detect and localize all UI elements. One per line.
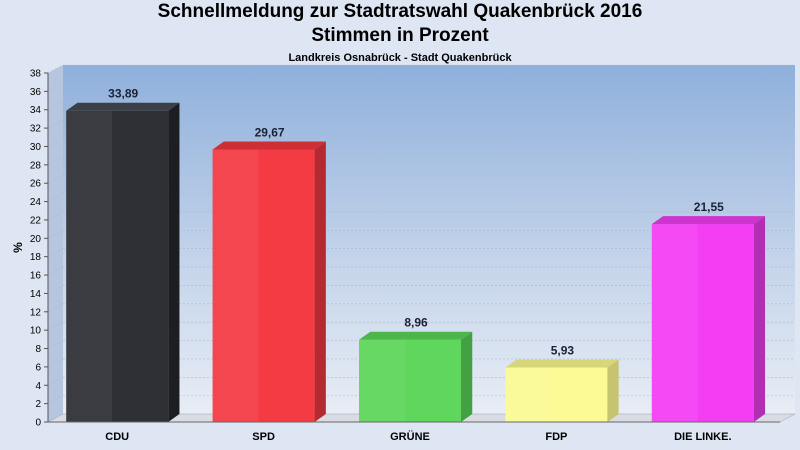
bar-front [359, 339, 461, 422]
bar-front [651, 224, 754, 422]
bar-spd [212, 141, 326, 423]
gridline-side [47, 83, 64, 92]
y-tick-label: 14 [30, 289, 42, 300]
y-tick-label: 20 [30, 234, 42, 245]
y-tick-label: 30 [30, 142, 42, 153]
gridline-side [47, 321, 64, 331]
gridline-side [47, 230, 64, 239]
data-label: 5,93 [551, 344, 575, 358]
y-tick-label: 0 [35, 418, 41, 429]
bar-top [66, 102, 180, 111]
bar-front [212, 149, 315, 423]
bar-grüne [359, 331, 473, 422]
y-tick-label: 32 [30, 124, 42, 135]
bar-highlight [505, 367, 552, 422]
data-label: 33,89 [108, 87, 138, 101]
bar-cdu [66, 102, 180, 423]
y-tick-label: 18 [30, 252, 42, 263]
gridline-side [47, 358, 64, 368]
chart-subtitle: Landkreis Osnabrück - Stadt Quakenbrück [288, 52, 512, 64]
bar-top [651, 216, 766, 225]
gridline-side [47, 138, 64, 147]
chart-title-line2: Stimmen in Prozent [311, 25, 489, 46]
gridline-side [47, 156, 64, 166]
bar-side [168, 102, 180, 423]
y-tick-label: 34 [30, 105, 42, 116]
bar-front [66, 110, 169, 423]
y-tick-label: 10 [30, 326, 42, 337]
gridline-side [47, 101, 64, 111]
y-tick-label: 38 [30, 69, 42, 80]
gridline-side [47, 119, 64, 129]
y-tick-label: 6 [35, 362, 41, 373]
gridline-side [47, 340, 64, 349]
gridline-side [47, 285, 64, 294]
data-label: 21,55 [694, 200, 724, 214]
gridlines [47, 64, 795, 404]
bar-side [461, 331, 473, 422]
x-tick-label: CDU [105, 431, 129, 443]
x-tick-label: GRÜNE [390, 430, 430, 443]
bar-highlight [651, 224, 698, 422]
bar-side [607, 359, 619, 422]
x-axis: CDU SPD GRÜNE FDP DIE LINKE. [48, 421, 780, 443]
chart-header: Schnellmeldung zur Stadtratswahl Quakenb… [0, 0, 800, 64]
y-tick-label: 4 [35, 381, 41, 392]
y-tick-label: 26 [30, 179, 42, 190]
data-label: 8,96 [404, 316, 428, 330]
bar-highlight [359, 339, 405, 422]
y-tick-label: 28 [30, 160, 42, 171]
bar-top [505, 359, 619, 368]
gridline-side [47, 211, 64, 221]
bars [66, 102, 766, 423]
y-axis-label: % [11, 242, 25, 253]
plot-side-wall [48, 65, 63, 422]
x-tick-label: SPD [252, 431, 275, 443]
bar-highlight [212, 149, 259, 423]
gridline-side [47, 174, 64, 184]
bar-fdp [505, 359, 619, 422]
x-tick-label: FDP [545, 431, 567, 443]
data-label: 29,67 [255, 126, 285, 140]
y-tick-label: 24 [30, 197, 42, 208]
y-tick-label: 12 [30, 307, 42, 318]
x-tick-label: DIE LINKE. [674, 431, 731, 443]
y-tick-label: 2 [35, 399, 41, 410]
gridline-side [47, 266, 64, 276]
bar-top [359, 331, 473, 340]
bar-highlight [66, 110, 113, 423]
y-tick-label: 36 [30, 87, 42, 98]
gridline-side [47, 64, 64, 74]
gridline-side [47, 303, 64, 313]
bar-side [753, 216, 766, 422]
gridline-side [47, 395, 64, 404]
y-tick-label: 22 [30, 215, 42, 226]
bar-front [505, 367, 608, 422]
y-tick-label: 16 [30, 271, 42, 282]
chart-title: Schnellmeldung zur Stadtratswahl Quakenb… [157, 1, 643, 22]
bar-side [314, 141, 326, 423]
bar-die-linke- [651, 216, 766, 422]
y-tick-label: 8 [35, 344, 41, 355]
gridline-side [47, 193, 64, 202]
data-labels: 33,89 29,67 8,96 5,93 21,55 [108, 87, 724, 358]
gridline-side [47, 248, 64, 257]
gridline-side [47, 376, 64, 386]
bar-top [212, 141, 326, 150]
